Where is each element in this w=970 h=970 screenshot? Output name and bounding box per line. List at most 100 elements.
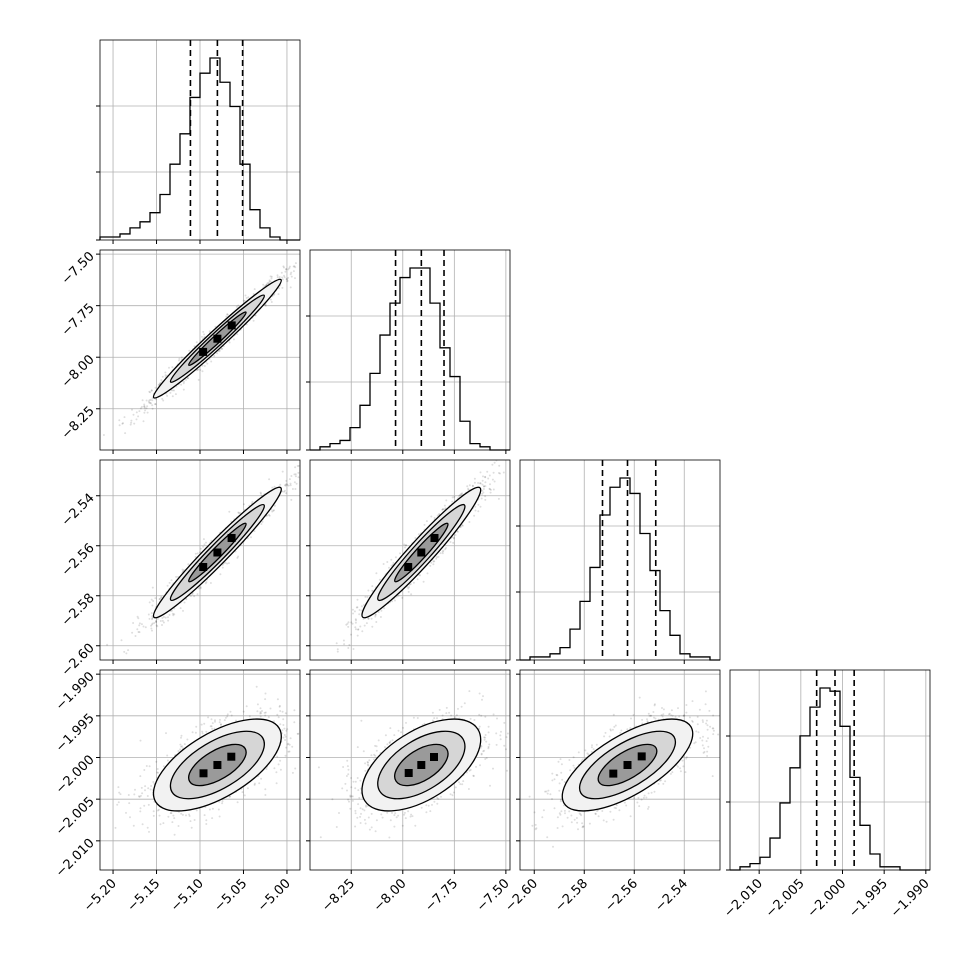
- histogram-panel-2: [516, 459, 721, 664]
- scatter-point: [365, 622, 368, 625]
- scatter-point: [443, 504, 446, 507]
- scatter-point: [291, 745, 294, 748]
- scatter-point: [433, 516, 436, 519]
- scatter-point: [197, 368, 200, 371]
- scatter-point: [154, 398, 157, 401]
- scatter-point: [156, 617, 159, 620]
- scatter-point: [371, 625, 374, 628]
- scatter-point: [146, 405, 149, 408]
- scatter-point: [148, 617, 151, 620]
- scatter-point: [193, 345, 196, 348]
- scatter-point: [432, 563, 435, 566]
- scatter-content: [106, 464, 300, 655]
- scatter-point: [488, 487, 491, 490]
- scatter-point: [142, 420, 145, 423]
- scatter-point: [267, 513, 270, 516]
- scatter-point: [283, 276, 286, 279]
- scatter-point: [305, 726, 307, 728]
- scatter-point: [181, 568, 184, 571]
- scatter-point: [350, 621, 353, 624]
- scatter-content: [114, 685, 307, 836]
- scatter-point: [473, 514, 476, 517]
- scatter-point: [359, 625, 362, 628]
- scatter-point: [350, 633, 352, 636]
- scatter-point: [180, 356, 183, 359]
- scatter-point: [155, 624, 158, 627]
- scatter-point: [482, 475, 484, 478]
- scatter-point: [289, 482, 292, 485]
- scatter-point: [498, 464, 501, 467]
- histogram-step-line: [99, 57, 300, 241]
- scatter-point: [277, 293, 280, 296]
- scatter-point: [294, 277, 296, 280]
- scatter-point: [138, 622, 141, 625]
- scatter-point: [143, 403, 146, 406]
- scatter-point: [221, 566, 224, 569]
- scatter-point: [262, 283, 265, 286]
- scatter-point: [484, 481, 487, 484]
- scatter-point: [459, 525, 462, 528]
- scatter-point: [180, 383, 183, 386]
- scatter-point: [199, 547, 202, 550]
- scatter-point: [483, 485, 485, 488]
- scatter-point: [202, 538, 205, 541]
- scatter-point: [375, 572, 378, 575]
- scatter-point: [226, 313, 229, 316]
- scatter-point: [185, 378, 187, 381]
- scatter-point: [152, 600, 155, 602]
- scatter-point: [162, 615, 165, 618]
- scatter-point: [268, 279, 271, 282]
- scatter-point: [254, 314, 257, 317]
- scatter-point: [245, 297, 248, 299]
- scatter-point: [468, 521, 471, 523]
- scatter-point: [347, 621, 350, 624]
- scatter-point: [239, 512, 242, 515]
- scatter-point: [461, 524, 464, 527]
- scatter-point: [357, 628, 360, 631]
- scatter-point: [268, 514, 271, 517]
- scatter-point: [301, 267, 303, 269]
- scatter-point: [353, 610, 356, 613]
- scatter-point: [278, 287, 280, 290]
- scatter-point: [180, 812, 183, 815]
- scatter-point: [394, 556, 397, 559]
- scatter-point: [170, 609, 173, 612]
- scatter-point: [392, 562, 395, 564]
- scatter-point: [550, 423, 552, 425]
- scatter-point: [461, 492, 464, 495]
- scatter-point: [454, 534, 457, 536]
- scatter-point: [377, 611, 380, 614]
- scatter-point: [143, 411, 146, 414]
- scatter-point: [363, 604, 365, 606]
- scatter-point: [195, 341, 198, 344]
- scatter-point: [474, 509, 477, 512]
- scatter-point: [186, 377, 189, 380]
- scatter-point: [191, 593, 194, 596]
- scatter-point: [182, 609, 184, 612]
- scatter-point: [441, 508, 444, 511]
- scatter-point: [285, 483, 287, 486]
- scatter-point: [471, 485, 474, 488]
- scatter-point: [137, 415, 140, 418]
- scatter-point: [201, 335, 203, 338]
- scatter-point: [378, 578, 381, 581]
- scatter-point: [94, 448, 96, 450]
- scatter-point: [283, 490, 285, 493]
- scatter-point: [160, 595, 163, 598]
- scatter-point: [483, 485, 485, 488]
- scatter-point: [361, 630, 364, 633]
- scatter-point: [151, 604, 154, 607]
- scatter-point: [158, 598, 161, 601]
- scatter-point: [452, 536, 455, 539]
- scatter-point: [479, 471, 482, 474]
- scatter-point: [237, 511, 240, 514]
- scatter-point: [207, 716, 210, 719]
- scatter-point: [352, 648, 355, 650]
- scatter-point: [159, 381, 162, 384]
- scatter-point: [294, 466, 297, 469]
- scatter-point: [284, 484, 287, 487]
- scatter-point: [423, 523, 426, 526]
- scatter-point: [288, 267, 291, 270]
- scatter-point: [286, 484, 289, 487]
- scatter-point: [416, 578, 419, 581]
